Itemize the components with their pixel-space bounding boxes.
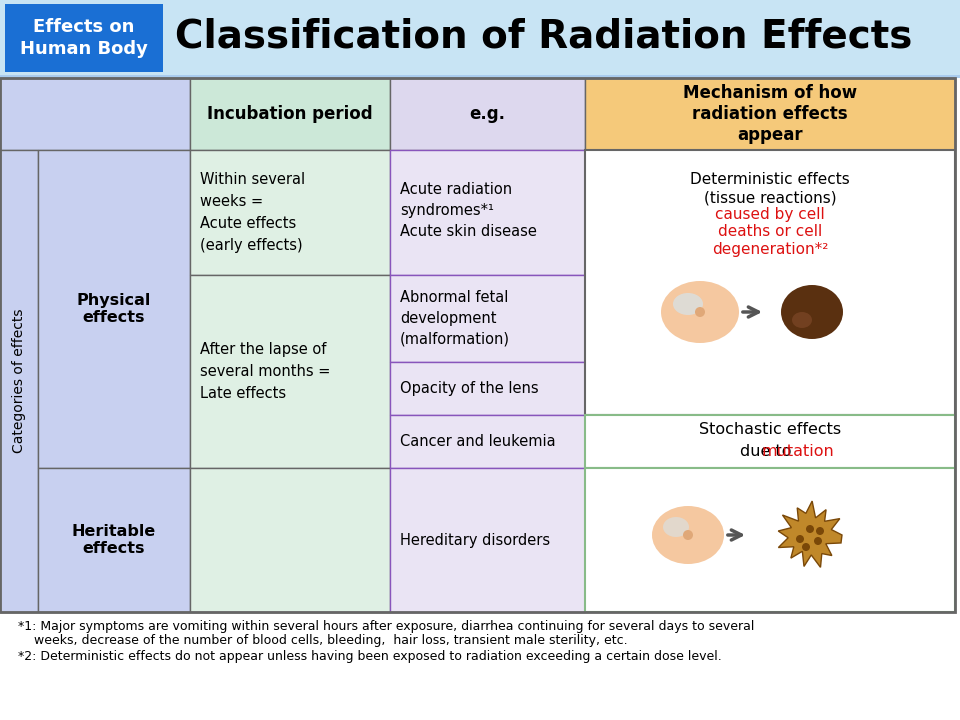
Bar <box>38 150 190 468</box>
Text: After the lapse of
several months =
Late effects: After the lapse of several months = Late… <box>200 342 330 401</box>
Bar <box>0 0 960 75</box>
Ellipse shape <box>673 293 703 315</box>
Text: Categories of effects: Categories of effects <box>12 309 26 454</box>
Bar <box>38 468 190 612</box>
Text: mutation: mutation <box>761 444 834 459</box>
Text: Effects on
Human Body: Effects on Human Body <box>20 18 148 58</box>
Circle shape <box>695 307 705 317</box>
Text: Abnormal fetal
development
(malformation): Abnormal fetal development (malformation… <box>400 290 510 347</box>
Bar <box>190 150 390 275</box>
Ellipse shape <box>663 517 689 537</box>
Bar <box>390 362 585 415</box>
Text: Acute radiation
syndromes*¹
Acute skin disease: Acute radiation syndromes*¹ Acute skin d… <box>400 182 537 239</box>
Bar <box>190 275 390 468</box>
Bar <box>390 150 585 275</box>
Text: caused by cell
deaths or cell
degeneration*²: caused by cell deaths or cell degenerati… <box>711 207 828 257</box>
Text: Physical
effects: Physical effects <box>77 293 151 325</box>
Text: Hereditary disorders: Hereditary disorders <box>400 533 550 547</box>
Bar <box>585 468 955 612</box>
Text: *2: Deterministic effects do not appear unless having been exposed to radiation : *2: Deterministic effects do not appear … <box>18 650 722 663</box>
Text: Opacity of the lens: Opacity of the lens <box>400 381 539 396</box>
Bar <box>0 78 955 612</box>
Text: Cancer and leukemia: Cancer and leukemia <box>400 434 556 449</box>
Text: weeks, decrease of the number of blood cells, bleeding,  hair loss, transient ma: weeks, decrease of the number of blood c… <box>18 634 628 647</box>
Circle shape <box>806 525 814 533</box>
Bar <box>5 4 163 72</box>
Text: *1: Major symptoms are vomiting within several hours after exposure, diarrhea co: *1: Major symptoms are vomiting within s… <box>18 620 755 633</box>
Bar <box>0 78 955 612</box>
Ellipse shape <box>652 506 724 564</box>
Text: Deterministic effects: Deterministic effects <box>690 173 850 187</box>
Ellipse shape <box>661 281 739 343</box>
Text: Mechanism of how
radiation effects
appear: Mechanism of how radiation effects appea… <box>683 84 857 144</box>
Bar <box>585 150 955 415</box>
Text: e.g.: e.g. <box>469 105 506 123</box>
Bar <box>190 78 390 150</box>
Text: Heritable
effects: Heritable effects <box>72 524 156 556</box>
Bar <box>585 415 955 468</box>
Circle shape <box>816 527 824 535</box>
Bar <box>0 75 960 78</box>
Bar <box>0 78 190 150</box>
Bar <box>390 468 585 612</box>
Bar <box>585 467 955 469</box>
Bar <box>390 415 585 468</box>
Bar <box>190 468 390 612</box>
Circle shape <box>814 537 822 545</box>
Circle shape <box>802 543 810 551</box>
Polygon shape <box>779 501 842 567</box>
Bar <box>390 78 585 150</box>
Text: Classification of Radiation Effects: Classification of Radiation Effects <box>175 18 912 56</box>
Bar <box>390 275 585 362</box>
Bar <box>585 78 955 150</box>
Text: Within several
weeks =
Acute effects
(early effects): Within several weeks = Acute effects (ea… <box>200 171 305 253</box>
Circle shape <box>796 535 804 543</box>
Bar <box>0 150 38 612</box>
Text: (tissue reactions): (tissue reactions) <box>704 191 836 205</box>
Circle shape <box>683 530 693 540</box>
Text: Incubation period: Incubation period <box>207 105 372 123</box>
Text: due to: due to <box>740 444 797 459</box>
Text: Stochastic effects: Stochastic effects <box>699 422 841 437</box>
Ellipse shape <box>792 312 812 328</box>
Ellipse shape <box>781 285 843 339</box>
